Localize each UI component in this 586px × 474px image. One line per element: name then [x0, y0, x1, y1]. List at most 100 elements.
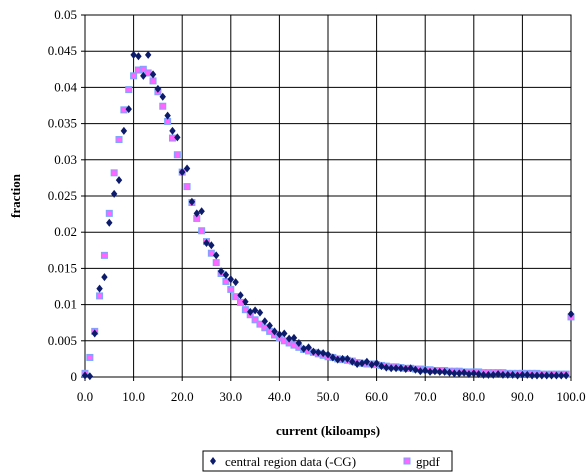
- data-point: [533, 371, 541, 380]
- data-point: [407, 364, 414, 373]
- data-point: [256, 308, 264, 317]
- data-point: [426, 367, 434, 376]
- data-point: [96, 284, 103, 293]
- data-point: [451, 369, 458, 378]
- gridlines: [85, 15, 571, 377]
- data-point: [524, 370, 531, 379]
- data-point: [266, 321, 273, 330]
- data-point: [242, 297, 249, 306]
- data-point: [86, 353, 94, 361]
- data-point: [193, 209, 200, 218]
- data-point: [378, 362, 385, 371]
- data-point: [100, 251, 108, 259]
- data-point: [319, 349, 327, 358]
- data-point: [344, 354, 351, 363]
- x-tick-label: 0.0: [77, 389, 93, 404]
- data-point: [281, 329, 288, 338]
- legend-label-series-2: gpdf: [416, 454, 441, 469]
- x-axis-ticks: 0.0 10.0 20.0 30.0 40.0 50.0 60.0 70.0 80.0 90.0 1…: [77, 377, 586, 404]
- data-point: [247, 307, 254, 316]
- data-point: [363, 357, 371, 366]
- data-point: [86, 372, 94, 381]
- legend-label-series-1: central region data (-CG): [225, 454, 356, 469]
- data-point: [460, 368, 468, 377]
- data-point: [96, 292, 104, 300]
- x-tick-label: 70.0: [414, 389, 437, 404]
- data-point: [475, 370, 482, 379]
- x-tick-label: 90.0: [511, 389, 534, 404]
- data-point: [198, 207, 205, 216]
- data-point: [285, 334, 293, 343]
- x-tick-label: 30.0: [219, 389, 242, 404]
- data-point: [295, 338, 303, 347]
- x-tick-label: 20.0: [171, 389, 194, 404]
- y-tick-label: 0.02: [54, 224, 77, 239]
- data-point: [237, 291, 244, 300]
- data-point: [412, 365, 419, 374]
- y-tick-label: 0.025: [48, 188, 77, 203]
- data-point: [567, 310, 575, 319]
- data-point: [91, 329, 98, 338]
- data-point: [519, 370, 526, 379]
- data-point: [465, 370, 473, 379]
- y-tick-label: 0: [71, 369, 78, 384]
- data-point: [232, 293, 240, 301]
- data-point: [130, 72, 138, 80]
- data-point: [349, 357, 356, 366]
- data-point: [553, 371, 560, 380]
- data-point: [353, 359, 361, 368]
- data-point: [528, 371, 536, 380]
- data-point: [514, 371, 521, 380]
- data-point: [207, 249, 215, 257]
- x-tick-label: 40.0: [268, 389, 291, 404]
- x-tick-label: 80.0: [462, 389, 485, 404]
- x-axis-title: current (kiloamps): [276, 423, 380, 438]
- legend: central region data (-CG) gpdf: [202, 450, 453, 472]
- data-point: [383, 363, 390, 372]
- data-point: [431, 367, 439, 376]
- data-point: [290, 333, 298, 342]
- data-point: [397, 364, 405, 373]
- data-point: [154, 84, 162, 93]
- data-point: [173, 151, 181, 159]
- data-point: [159, 102, 167, 110]
- data-point: [232, 278, 239, 287]
- y-tick-label: 0.035: [48, 116, 77, 131]
- legend-marker-series-2: [403, 457, 411, 465]
- data-point: [300, 344, 307, 353]
- data-point: [212, 259, 220, 267]
- data-point: [548, 371, 555, 380]
- data-point: [183, 164, 191, 173]
- data-point: [470, 369, 477, 378]
- data-point: [305, 343, 312, 352]
- data-point: [125, 86, 133, 94]
- data-point: [456, 369, 463, 378]
- data-point: [125, 105, 132, 114]
- x-tick-label: 100.0: [556, 389, 585, 404]
- y-axis-title: fraction: [8, 173, 23, 218]
- data-point: [144, 69, 152, 77]
- data-point: [251, 316, 259, 324]
- data-point: [144, 50, 152, 59]
- data-point: [164, 111, 171, 120]
- data-point: [105, 209, 113, 217]
- y-axis-ticks: 0 0.005 0.01 0.015 0.02 0.025 0.03 0.035 0.04 0.0…: [48, 7, 85, 384]
- data-point: [504, 370, 512, 379]
- data-point: [490, 370, 497, 379]
- data-point: [417, 367, 424, 376]
- y-tick-label: 0.01: [54, 297, 77, 312]
- data-point: [334, 355, 341, 364]
- x-tick-label: 50.0: [317, 389, 340, 404]
- data-point: [446, 368, 453, 377]
- data-point: [169, 126, 176, 135]
- data-point: [276, 330, 283, 339]
- y-tick-label: 0.045: [48, 43, 77, 58]
- data-point: [110, 189, 118, 198]
- data-point: [329, 353, 337, 362]
- y-tick-label: 0.04: [54, 79, 77, 94]
- data-point: [562, 371, 570, 380]
- data-point: [174, 133, 181, 142]
- series-1: [81, 50, 575, 381]
- y-tick-label: 0.015: [48, 260, 77, 275]
